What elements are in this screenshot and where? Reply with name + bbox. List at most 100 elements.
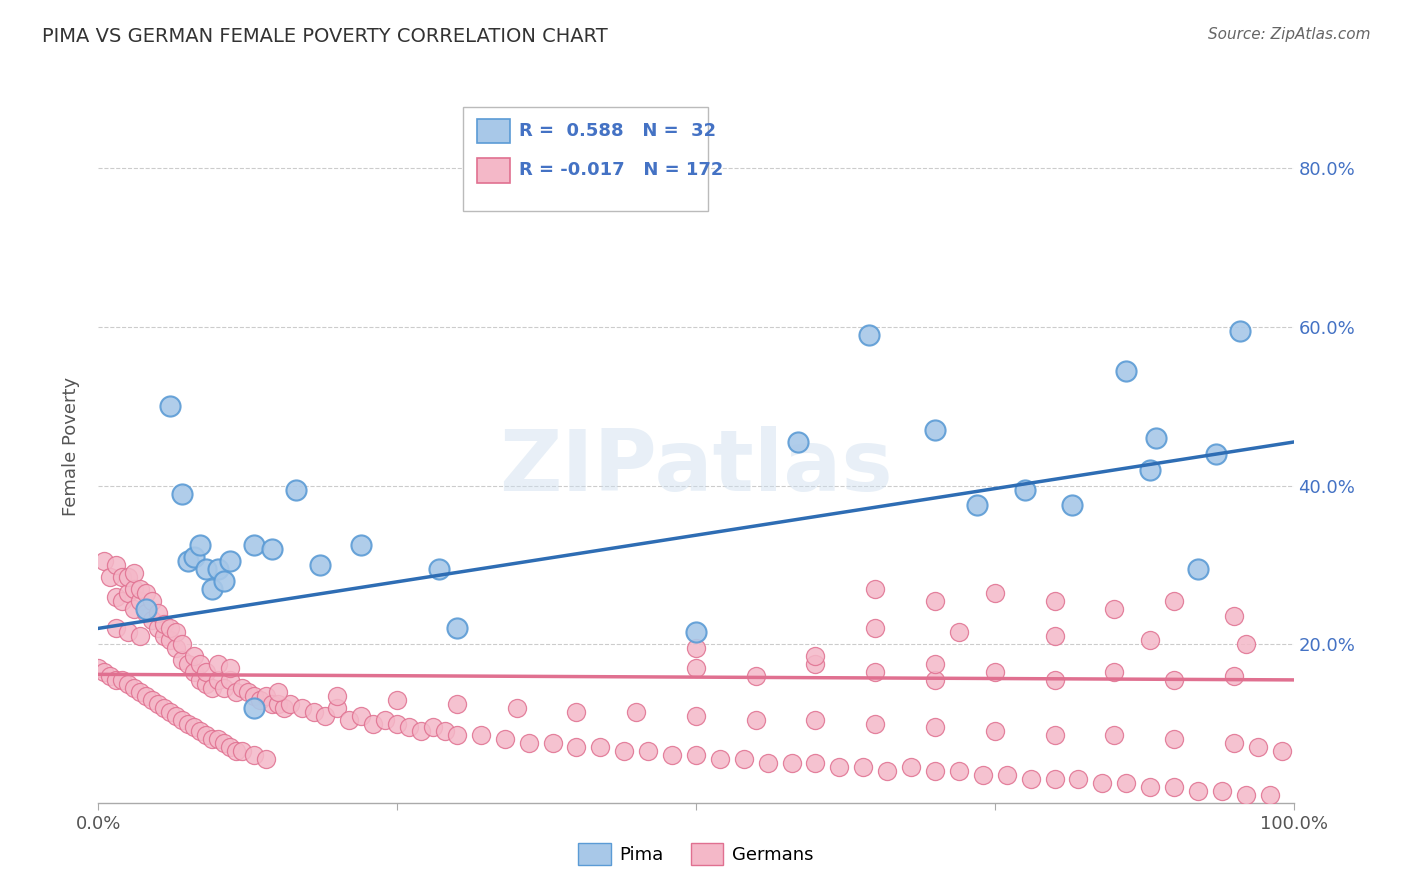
Point xyxy=(685,748,707,763)
Point xyxy=(195,677,218,691)
Point xyxy=(117,625,139,640)
Point xyxy=(172,653,194,667)
Point xyxy=(129,685,152,699)
Point xyxy=(565,705,588,719)
Point xyxy=(972,768,994,782)
Point xyxy=(260,542,283,557)
Point xyxy=(1067,772,1090,786)
Point xyxy=(685,625,707,640)
Point xyxy=(1234,788,1257,802)
Point xyxy=(865,665,887,679)
Point xyxy=(219,554,242,568)
Point xyxy=(446,697,468,711)
Point xyxy=(129,582,152,596)
Point xyxy=(201,732,224,747)
Point xyxy=(207,562,229,576)
Point xyxy=(661,748,683,763)
Point xyxy=(924,657,946,671)
Point xyxy=(733,752,755,766)
Text: PIMA VS GERMAN FEMALE POVERTY CORRELATION CHART: PIMA VS GERMAN FEMALE POVERTY CORRELATIO… xyxy=(42,27,607,45)
Point xyxy=(165,625,187,640)
Point xyxy=(948,764,970,778)
Point xyxy=(1223,609,1246,624)
Point xyxy=(589,740,612,755)
Point xyxy=(159,400,181,414)
Point xyxy=(212,736,235,750)
Point xyxy=(865,582,887,596)
Point xyxy=(111,570,134,584)
Point xyxy=(201,681,224,695)
Point xyxy=(1043,772,1066,786)
Point xyxy=(852,760,875,774)
Point xyxy=(159,621,181,635)
Point xyxy=(1139,463,1161,477)
Point xyxy=(87,661,110,675)
Point xyxy=(1163,593,1185,607)
Point xyxy=(93,554,115,568)
Point xyxy=(924,593,946,607)
Point xyxy=(446,621,468,635)
Point xyxy=(1271,744,1294,758)
Point xyxy=(1163,780,1185,794)
FancyBboxPatch shape xyxy=(477,120,509,144)
Point xyxy=(267,697,290,711)
Point xyxy=(243,689,266,703)
Point xyxy=(858,328,880,343)
Point xyxy=(984,585,1007,599)
Point xyxy=(398,721,420,735)
Point xyxy=(153,700,176,714)
Point xyxy=(1104,665,1126,679)
Point xyxy=(254,752,277,766)
Point xyxy=(153,617,176,632)
Point xyxy=(124,681,146,695)
Point xyxy=(135,606,157,620)
Text: ZIPatlas: ZIPatlas xyxy=(499,425,893,509)
Point xyxy=(219,673,242,687)
Point xyxy=(135,585,157,599)
Point xyxy=(148,606,170,620)
Text: R =  0.588   N =  32: R = 0.588 N = 32 xyxy=(519,121,716,139)
Text: Source: ZipAtlas.com: Source: ZipAtlas.com xyxy=(1208,27,1371,42)
Point xyxy=(98,669,122,683)
Point xyxy=(786,435,808,450)
Point xyxy=(141,614,163,628)
Point xyxy=(709,752,731,766)
Point xyxy=(637,744,659,758)
Point xyxy=(1019,772,1042,786)
Point xyxy=(302,705,325,719)
Point xyxy=(172,486,194,500)
Point xyxy=(685,708,707,723)
Point xyxy=(1163,732,1185,747)
Point xyxy=(1115,776,1137,790)
Point xyxy=(363,716,385,731)
Point xyxy=(183,665,205,679)
Point xyxy=(1139,633,1161,648)
Point xyxy=(1223,669,1246,683)
Point xyxy=(111,673,134,687)
Point xyxy=(1043,593,1066,607)
Point xyxy=(828,760,851,774)
Point xyxy=(148,621,170,635)
Point xyxy=(165,641,187,656)
Point xyxy=(924,423,946,437)
Point xyxy=(966,499,988,513)
Point xyxy=(254,689,277,703)
Point xyxy=(172,637,194,651)
Point xyxy=(219,661,242,675)
Point xyxy=(1014,483,1036,497)
Point xyxy=(745,669,768,683)
Point xyxy=(98,570,122,584)
Point xyxy=(517,736,540,750)
Point xyxy=(924,764,946,778)
Point xyxy=(188,657,211,671)
Point xyxy=(243,538,266,552)
Point xyxy=(339,713,361,727)
Point xyxy=(804,756,827,771)
Point xyxy=(243,700,266,714)
Point xyxy=(374,713,396,727)
Point xyxy=(111,593,134,607)
Point xyxy=(135,601,157,615)
Point xyxy=(315,708,337,723)
Point xyxy=(105,621,128,635)
Point xyxy=(195,562,218,576)
